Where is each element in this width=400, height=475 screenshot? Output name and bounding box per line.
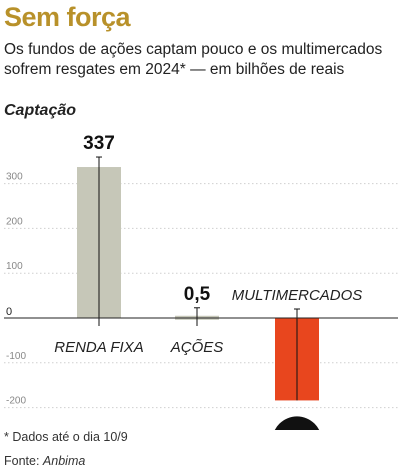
footnote: * Dados até o dia 10/9 xyxy=(4,430,128,444)
value-label: 337 xyxy=(83,133,115,154)
y-tick-label: 200 xyxy=(6,216,23,227)
section-label: Captação xyxy=(4,102,77,119)
category-label: RENDA FIXA xyxy=(54,339,143,356)
chart-subtitle: Os fundos de ações captam pouco e os mul… xyxy=(4,41,383,78)
y-tick-label: 0 xyxy=(6,306,12,318)
category-label: MULTIMERCADOS xyxy=(232,287,363,304)
source-note: Fonte: Anbima xyxy=(4,454,85,468)
y-tick-label: 300 xyxy=(6,172,23,183)
y-tick-label: -100 xyxy=(6,351,26,362)
bar-chart: 300 200 100 0 -100 -200 RENDA FIXA 337 AÇÕES 0,5 M… xyxy=(4,133,398,430)
value-label: 0,5 xyxy=(184,284,211,305)
category-label: AÇÕES xyxy=(170,339,224,356)
y-tick-label: 100 xyxy=(6,261,23,272)
chart-title: Sem força xyxy=(4,2,131,32)
value-badge xyxy=(274,416,320,430)
source-label: Fonte: xyxy=(4,454,40,468)
source-name: Anbima xyxy=(42,454,86,468)
y-tick-label: -200 xyxy=(6,396,26,407)
